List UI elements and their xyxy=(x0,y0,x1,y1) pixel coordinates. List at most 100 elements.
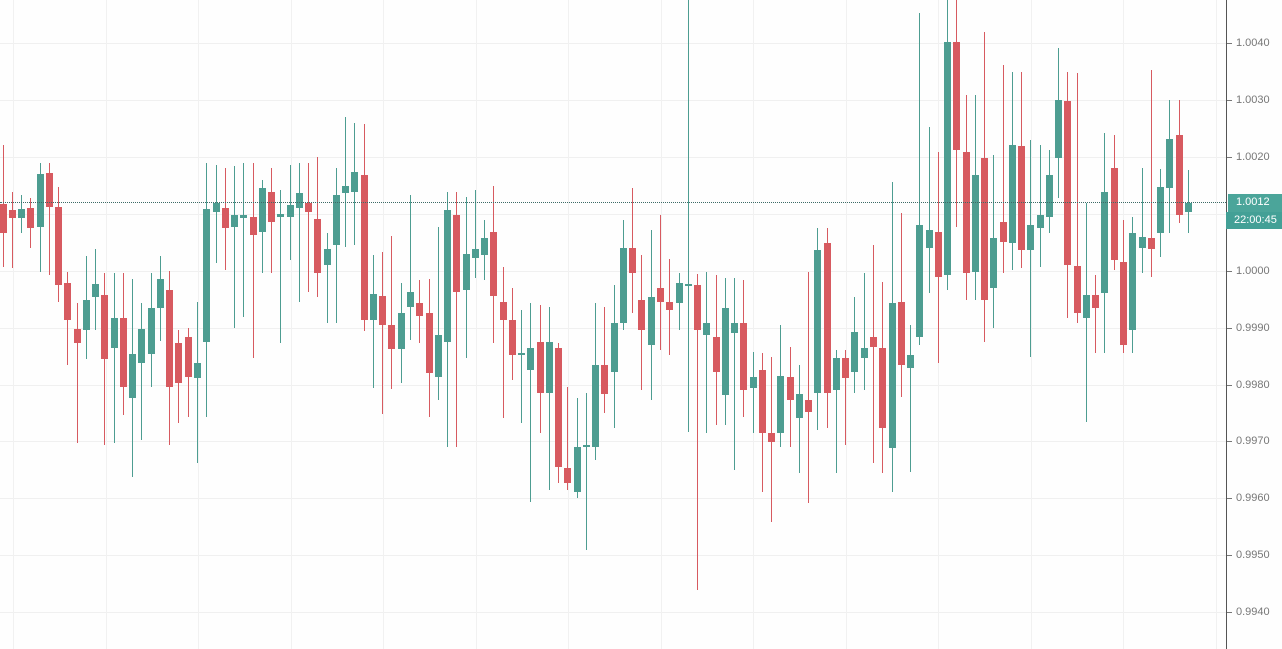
candle-body xyxy=(231,215,238,227)
vertical-gridline xyxy=(290,0,292,649)
candle-body xyxy=(823,242,831,394)
axis-tick xyxy=(1227,498,1232,500)
axis-tick xyxy=(1227,441,1232,443)
candle-body xyxy=(323,249,331,265)
candle-wick xyxy=(697,274,698,590)
candle-body xyxy=(268,192,275,223)
candle-body xyxy=(194,362,201,379)
candle-body xyxy=(1092,295,1100,309)
candle-body xyxy=(731,323,738,334)
candle-body xyxy=(564,468,572,483)
axis-tick-label: 0.9970 xyxy=(1236,435,1270,448)
candle-body xyxy=(1082,295,1090,318)
axis-tick-label: 0.9990 xyxy=(1236,321,1270,334)
candle-body xyxy=(64,283,72,321)
candle-body xyxy=(1027,225,1035,251)
vertical-gridline xyxy=(198,0,199,649)
candle-wick xyxy=(252,163,254,359)
candle-wick xyxy=(1141,168,1143,274)
candle-body xyxy=(55,207,63,285)
candle-body xyxy=(527,348,535,371)
candle-body xyxy=(332,195,340,246)
candle-body xyxy=(110,318,118,349)
candle-wick xyxy=(11,192,13,268)
candle-body xyxy=(175,343,183,384)
candle-wick xyxy=(243,163,245,318)
candle-body xyxy=(981,158,989,301)
candle-wick xyxy=(798,365,800,474)
candle-body xyxy=(879,348,887,429)
candle-wick xyxy=(391,236,393,390)
candle-body xyxy=(471,249,479,259)
candle-wick xyxy=(326,233,328,324)
candle-body xyxy=(249,217,257,235)
countdown-value: 22:00:45 xyxy=(1234,213,1277,226)
horizontal-gridline xyxy=(0,498,1226,500)
candle-body xyxy=(869,337,877,347)
candle-body xyxy=(1147,238,1155,250)
candle-body xyxy=(962,152,970,273)
candle-body xyxy=(499,302,507,321)
candle-body xyxy=(897,302,905,366)
candle-wick xyxy=(502,267,504,418)
candle-body xyxy=(601,365,609,395)
candle-body xyxy=(1129,233,1137,330)
candle-body xyxy=(888,303,896,449)
candle-body xyxy=(944,42,951,276)
candle-wick xyxy=(113,273,115,444)
candle-wick xyxy=(1095,275,1097,354)
candle-body xyxy=(647,296,655,346)
candle-body xyxy=(1110,168,1118,260)
axis-tick-label: 1.0040 xyxy=(1236,37,1270,50)
candle-body xyxy=(1157,187,1164,234)
candle-wick xyxy=(1039,145,1041,268)
axis-tick xyxy=(1227,327,1232,329)
candle-body xyxy=(638,300,646,330)
candle-body xyxy=(295,193,303,209)
candle-body xyxy=(138,329,146,363)
chart-plot-area[interactable] xyxy=(0,0,1226,649)
candle-body xyxy=(740,323,748,391)
candle-body xyxy=(212,203,220,213)
candle-wick xyxy=(910,325,911,473)
candle-body xyxy=(971,175,979,272)
candle-body xyxy=(573,447,581,492)
candle-wick xyxy=(280,190,282,343)
axis-tick xyxy=(1227,384,1232,386)
candle-wick xyxy=(1150,70,1152,277)
candle-body xyxy=(666,302,674,310)
candle-body xyxy=(406,292,414,308)
candle-wick xyxy=(409,195,411,341)
candle-body xyxy=(166,290,174,388)
candle-body xyxy=(851,332,859,372)
vertical-gridline xyxy=(660,0,662,649)
candle-wick xyxy=(104,273,106,445)
candle-body xyxy=(490,232,498,297)
candle-body xyxy=(508,320,516,355)
candle-body xyxy=(610,323,618,372)
candle-body xyxy=(147,308,155,355)
candle-wick xyxy=(474,190,476,279)
current-price-label: 1.0012 xyxy=(1228,193,1282,212)
candle-wick xyxy=(863,273,865,391)
candle-body xyxy=(545,341,553,393)
axis-tick-label: 1.0000 xyxy=(1236,264,1270,277)
candle-body xyxy=(684,284,692,287)
horizontal-gridline xyxy=(0,555,1226,557)
candle-wick xyxy=(548,307,550,491)
vertical-gridline xyxy=(475,0,477,649)
candle-body xyxy=(27,208,35,229)
horizontal-gridline xyxy=(0,384,1226,386)
candle-body xyxy=(425,313,433,374)
candle-wick xyxy=(919,13,921,346)
candle-body xyxy=(1166,139,1174,189)
candle-body xyxy=(8,209,16,218)
candle-body xyxy=(203,209,211,342)
axis-tick-label: 1.0020 xyxy=(1236,151,1270,163)
candle-wick xyxy=(335,168,337,324)
candle-wick xyxy=(437,227,439,400)
candle-wick xyxy=(141,303,143,441)
candle-body xyxy=(1008,145,1016,243)
candle-wick xyxy=(928,127,930,293)
horizontal-gridline xyxy=(0,270,1226,272)
